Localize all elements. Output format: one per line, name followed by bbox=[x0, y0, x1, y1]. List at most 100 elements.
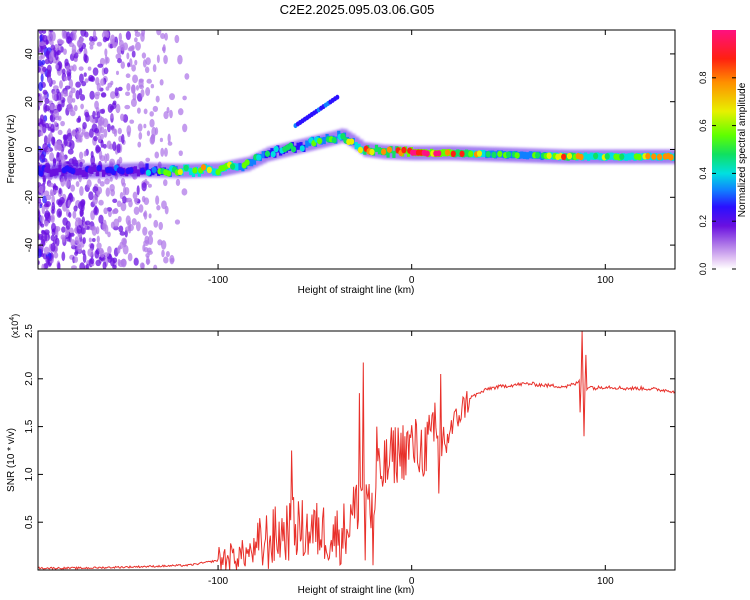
noise-blob bbox=[131, 64, 136, 72]
noise-blob bbox=[154, 151, 160, 159]
noise-blob bbox=[94, 127, 100, 134]
noise-blob bbox=[41, 263, 45, 269]
noise-blob bbox=[91, 35, 98, 42]
noise-blob bbox=[120, 201, 127, 212]
noise-blob bbox=[83, 53, 88, 63]
noise-blob bbox=[119, 231, 126, 236]
ridge-blob bbox=[299, 145, 305, 152]
noise-blob bbox=[67, 199, 71, 207]
spectrogram-ytick-label: 0 bbox=[24, 146, 35, 152]
noise-blob bbox=[38, 209, 41, 216]
noise-blob bbox=[60, 177, 66, 187]
ridge-blob bbox=[290, 146, 297, 153]
ridge-blob bbox=[151, 166, 157, 174]
ridge-blob bbox=[38, 170, 44, 177]
noise-blob bbox=[160, 240, 167, 250]
noise-blob bbox=[117, 86, 123, 92]
noise-blob bbox=[45, 201, 51, 208]
noise-blob bbox=[56, 50, 61, 56]
ridge-band bbox=[93, 164, 97, 172]
noise-blob bbox=[105, 86, 110, 91]
noise-blob bbox=[112, 257, 118, 264]
noise-blob bbox=[40, 223, 45, 228]
noise-blob bbox=[140, 32, 145, 42]
noise-blob bbox=[142, 59, 147, 68]
noise-blob bbox=[163, 179, 168, 187]
noise-blob bbox=[72, 64, 77, 72]
noise-blob bbox=[50, 242, 56, 252]
noise-blob bbox=[135, 221, 141, 232]
noise-blob bbox=[73, 57, 78, 63]
noise-blob bbox=[73, 104, 78, 112]
noise-blob bbox=[67, 148, 74, 155]
spectrogram-panel: -100 0 100 -40 -20 0 20 40 Height of straight l… bbox=[6, 29, 676, 296]
ridge-band bbox=[322, 136, 326, 145]
noise-blob bbox=[70, 184, 76, 192]
noise-blob bbox=[125, 215, 131, 226]
noise-blob bbox=[124, 104, 131, 110]
noise-blob bbox=[127, 62, 131, 68]
ridge-blob bbox=[468, 150, 474, 158]
ridge-blob bbox=[357, 146, 363, 154]
noise-blob bbox=[118, 225, 124, 233]
colorbar: 0.0 0.2 0.4 0.6 0.8 Normalized spectral ampl… bbox=[698, 30, 748, 275]
noise-blob bbox=[74, 251, 79, 256]
noise-blob bbox=[61, 99, 65, 108]
noise-blob bbox=[147, 247, 152, 253]
noise-blob bbox=[96, 235, 100, 244]
noise-blob bbox=[38, 95, 44, 102]
noise-blob bbox=[56, 38, 63, 45]
noise-blob bbox=[61, 68, 66, 75]
ridge-blob bbox=[110, 168, 117, 176]
noise-blob bbox=[53, 109, 60, 119]
ridge-blob bbox=[87, 167, 93, 174]
noise-blob bbox=[102, 36, 108, 43]
colorbar-label: Normalized spectral amplitude bbox=[737, 82, 748, 217]
ridge-blob bbox=[436, 150, 442, 157]
ridge-band bbox=[589, 152, 594, 160]
noise-blob bbox=[67, 103, 73, 112]
noise-blob bbox=[101, 31, 108, 39]
ridge-blob bbox=[593, 152, 599, 160]
noise-blob bbox=[65, 36, 72, 44]
noise-blob bbox=[89, 128, 94, 138]
spectrogram-xtick-label: 100 bbox=[597, 275, 614, 286]
ridge-blob bbox=[119, 168, 125, 175]
noise-blob bbox=[124, 229, 128, 238]
noise-blob bbox=[79, 88, 83, 96]
noise-blob bbox=[141, 182, 147, 192]
noise-blob bbox=[73, 256, 79, 263]
ridge-blob bbox=[444, 149, 451, 156]
noise-blob bbox=[106, 207, 113, 212]
noise-blob bbox=[73, 32, 77, 41]
noise-blob bbox=[156, 205, 161, 211]
noise-blob bbox=[117, 215, 122, 223]
ridge-blob bbox=[128, 167, 134, 174]
noise-blob bbox=[82, 121, 87, 130]
noise-blob bbox=[107, 231, 111, 238]
noise-blob bbox=[84, 111, 90, 118]
ridge-blob bbox=[619, 153, 625, 160]
noise-blob bbox=[155, 195, 160, 206]
noise-blob bbox=[89, 257, 95, 265]
ridge-band bbox=[528, 151, 533, 159]
noise-blob bbox=[53, 43, 60, 52]
snr-ytick-label: 2.0 bbox=[24, 371, 35, 385]
noise-blob bbox=[145, 57, 151, 66]
ridge-blob bbox=[70, 167, 76, 175]
ridge-blob bbox=[561, 153, 567, 161]
ridge-blob bbox=[386, 146, 393, 153]
noise-blob bbox=[57, 129, 63, 136]
noise-blob bbox=[55, 88, 60, 94]
noise-blob bbox=[167, 141, 173, 146]
ridge-blob bbox=[546, 152, 552, 159]
noise-blob bbox=[50, 123, 55, 133]
noise-blob bbox=[92, 194, 99, 205]
noise-blob bbox=[184, 73, 190, 80]
noise-blob bbox=[49, 40, 54, 46]
ridge-blob bbox=[636, 153, 642, 161]
noise-blob bbox=[57, 115, 62, 121]
snr-panel: -100 0 100 0.5 1.0 1.5 2.0 2.5 (x104) SNR (10 *… bbox=[6, 314, 676, 596]
ridge-band bbox=[584, 152, 588, 160]
noise-blob bbox=[131, 218, 137, 226]
